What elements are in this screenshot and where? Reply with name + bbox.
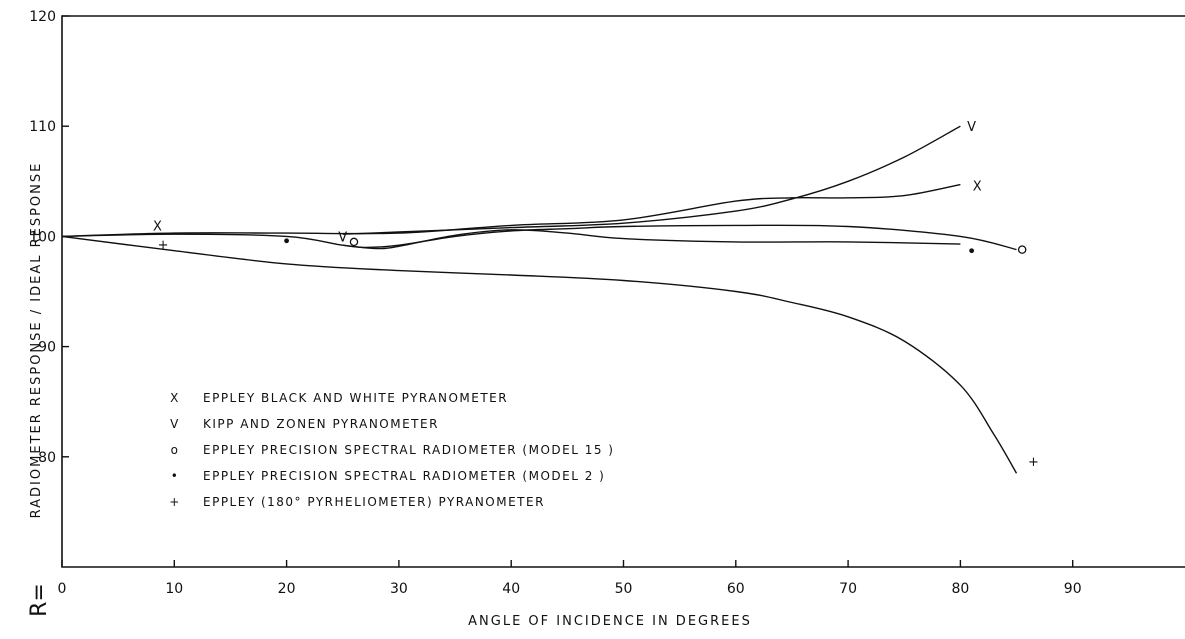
series-line <box>61 183 961 238</box>
y-axis-prefix: R= <box>27 583 52 617</box>
data-point-marker: + <box>158 238 169 253</box>
x-tick-label: 20 <box>278 581 296 597</box>
axes: 0 10 20 30 40 50 60 70 80 90 80 90 100 110 120 <box>29 9 1185 597</box>
series-line <box>342 224 1017 251</box>
series-line <box>342 125 961 235</box>
legend-label: KIPP AND ZONEN PYRANOMETER <box>203 417 439 431</box>
x-tick-label: 10 <box>165 581 183 597</box>
y-tick-label: 100 <box>29 229 56 245</box>
legend-symbol: + <box>169 495 181 509</box>
legend: X EPPLEY BLACK AND WHITE PYRANOMETER V KIPP… <box>169 391 615 509</box>
series-lines <box>61 125 1018 474</box>
x-tick-label: 80 <box>951 581 969 597</box>
x-axis-title: ANGLE OF INCIDENCE IN DEGREES <box>468 614 752 629</box>
x-tick-label: 70 <box>839 581 857 597</box>
data-point-marker <box>349 237 359 247</box>
legend-label: EPPLEY PRECISION SPECTRAL RADIOMETER (MO… <box>203 443 615 457</box>
legend-symbol: • <box>171 469 180 483</box>
data-point-marker <box>284 238 289 244</box>
data-point-marker <box>1017 245 1027 254</box>
data-point-marker: V <box>967 120 976 135</box>
legend-label: EPPLEY BLACK AND WHITE PYRANOMETER <box>203 391 508 405</box>
x-tick-label: 90 <box>1064 581 1082 597</box>
legend-label: EPPLEY PRECISION SPECTRAL RADIOMETER (MO… <box>203 469 605 483</box>
x-tick-label: 0 <box>58 581 67 597</box>
y-axis-title: RADIOMETER RESPONSE / IDEAL RESPONSE <box>29 162 44 519</box>
data-point-marker: X <box>153 219 162 234</box>
y-tick-label: 110 <box>29 119 56 135</box>
x-tick-label: 30 <box>390 581 408 597</box>
legend-symbol: o <box>171 443 180 457</box>
legend-symbol: X <box>170 391 180 405</box>
plot-frame <box>61 15 1185 568</box>
legend-symbol: V <box>170 417 180 431</box>
series-line <box>61 229 961 250</box>
x-tick-label: 60 <box>727 581 745 597</box>
y-tick-label: 80 <box>38 450 56 466</box>
data-point-marker <box>969 248 975 254</box>
y-tick-label: 90 <box>38 340 56 356</box>
y-tick-label: 120 <box>29 9 56 25</box>
x-tick-label: 40 <box>502 581 520 597</box>
data-point-marker: X <box>973 180 982 195</box>
x-tick-label: 50 <box>615 581 633 597</box>
legend-label: EPPLEY (180° PYRHELIOMETER) PYRANOMETER <box>203 495 545 509</box>
series-line <box>61 235 1018 474</box>
data-point-marker: + <box>1028 455 1039 470</box>
data-point-marker: V <box>338 230 347 245</box>
